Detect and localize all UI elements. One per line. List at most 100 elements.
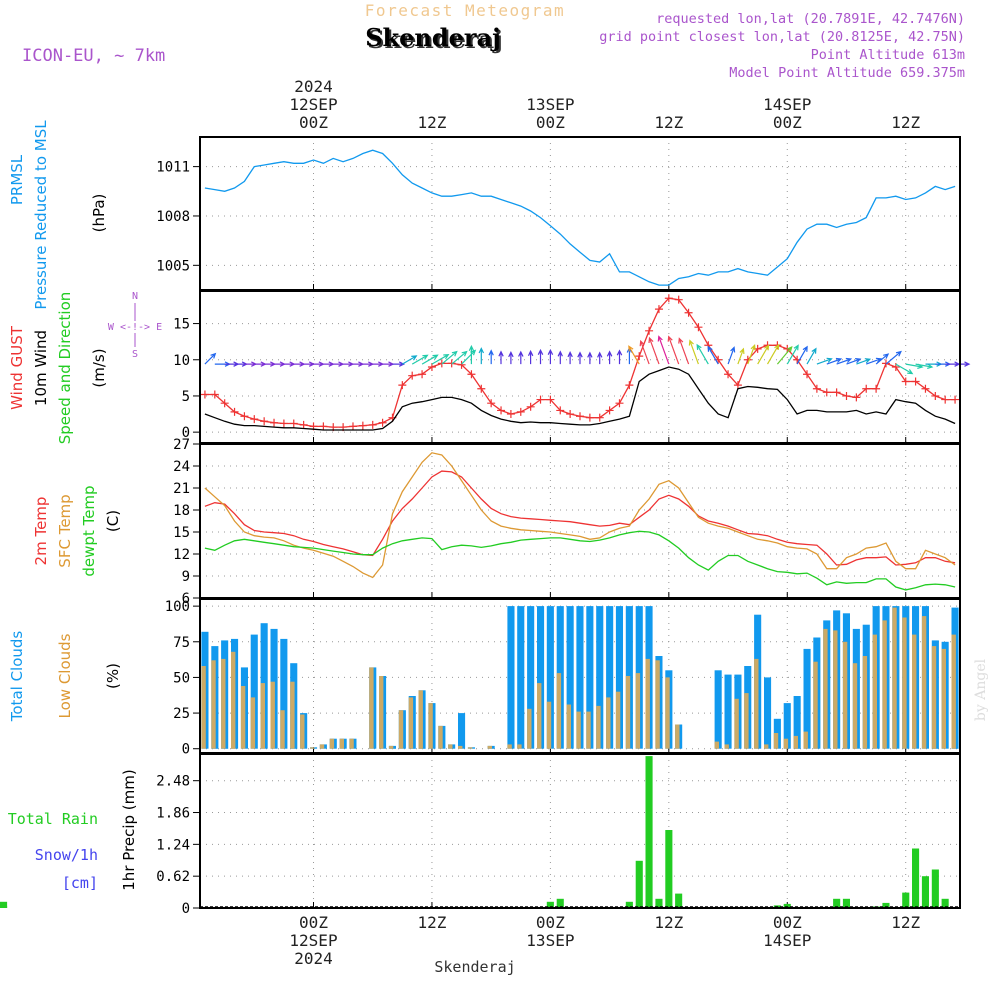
pressure-panel: 1005 1008 1011 bbox=[156, 136, 961, 291]
total-cloud-bar bbox=[714, 670, 722, 749]
y-tick-label: 0 bbox=[182, 425, 190, 441]
series-line-dewpt-temp bbox=[204, 530, 956, 591]
low-clouds-label: Low Clouds bbox=[56, 633, 74, 718]
series-line-sfc-temp bbox=[204, 452, 956, 579]
bottom-axis-label: 00Z bbox=[536, 913, 565, 932]
gust-marker bbox=[368, 420, 377, 429]
gust-marker bbox=[279, 419, 288, 428]
gust-marker bbox=[872, 384, 881, 393]
y-tick-label: 0 bbox=[182, 901, 190, 917]
pressure-desc-label: Pressure Reduced to MSL bbox=[32, 120, 50, 310]
snow-unit-label: [cm] bbox=[62, 874, 98, 892]
gust-marker bbox=[398, 381, 407, 390]
wind-arrow bbox=[508, 351, 514, 365]
bottom-axis-label: 13SEP bbox=[526, 931, 574, 950]
total-cloud-bar bbox=[566, 606, 574, 749]
y-tick-label: 9 bbox=[182, 569, 190, 585]
top-axis-label: 13SEP bbox=[526, 95, 574, 114]
gust-marker bbox=[240, 412, 249, 421]
bottom-axis-label: 00Z bbox=[773, 913, 802, 932]
low-cloud-bar bbox=[517, 744, 522, 749]
rain-bar bbox=[675, 893, 683, 908]
low-cloud-bar bbox=[231, 651, 236, 749]
low-cloud-bar bbox=[625, 676, 631, 749]
top-axis-label: 00Z bbox=[299, 113, 328, 132]
wind-arrow bbox=[498, 350, 504, 365]
gust-marker bbox=[852, 393, 861, 402]
wind-label: 10m Wind bbox=[32, 330, 50, 406]
low-cloud-bar bbox=[300, 714, 305, 749]
rain-bar bbox=[882, 902, 890, 908]
low-cloud-bar bbox=[201, 666, 206, 749]
y-tick-label: 15 bbox=[173, 525, 190, 541]
gust-marker bbox=[477, 384, 486, 393]
total-cloud-bar bbox=[793, 696, 801, 749]
wind-arrow bbox=[343, 361, 355, 367]
gust-marker bbox=[487, 399, 496, 408]
wind-arrow bbox=[478, 347, 485, 365]
wind-arrow bbox=[283, 361, 296, 367]
series-line-10m-wind bbox=[204, 366, 956, 431]
rain-bar bbox=[645, 756, 653, 908]
low-cloud-bar bbox=[280, 710, 285, 749]
wind-arrow bbox=[431, 354, 450, 365]
gust-marker bbox=[951, 395, 960, 404]
low-cloud-bar bbox=[467, 747, 473, 749]
total-cloud-bar bbox=[458, 713, 466, 749]
total-cloud-bar bbox=[280, 638, 288, 749]
y-tick-label: 0 bbox=[182, 742, 190, 758]
y-tick-label: 1008 bbox=[156, 209, 190, 225]
rain-bar bbox=[833, 898, 841, 908]
wind-arrow bbox=[747, 344, 756, 365]
low-cloud-bar bbox=[448, 744, 453, 749]
low-cloud-bar bbox=[260, 683, 265, 749]
low-cloud-bar bbox=[379, 676, 384, 749]
y-tick-label: 5 bbox=[182, 389, 190, 405]
wind-arrow bbox=[303, 361, 316, 367]
low-cloud-bar bbox=[211, 660, 216, 749]
wind-arrow bbox=[648, 336, 660, 365]
wind-arrow bbox=[816, 357, 833, 365]
requested-point: requested lon,lat (20.7891E, 42.7476N) bbox=[656, 11, 965, 27]
wind-arrow bbox=[421, 354, 439, 365]
pressure-unit: (hPa) bbox=[90, 194, 108, 233]
wind-arrow bbox=[776, 346, 793, 365]
series-line-2m-temp bbox=[204, 470, 956, 566]
wind-arrow bbox=[362, 361, 375, 367]
low-cloud-bar bbox=[586, 711, 591, 749]
low-cloud-bar bbox=[606, 697, 611, 749]
wind-arrow bbox=[254, 361, 267, 367]
wind-arrow bbox=[688, 339, 699, 365]
low-cloud-bar bbox=[458, 745, 463, 749]
point-altitude: Point Altitude 613m bbox=[811, 47, 965, 63]
total-cloud-bar bbox=[250, 634, 258, 749]
gust-marker bbox=[526, 402, 535, 411]
rain-bar bbox=[635, 860, 643, 908]
panel-frame bbox=[199, 753, 961, 909]
low-cloud-bar bbox=[596, 705, 601, 749]
pressure-label: PRMSL bbox=[8, 154, 26, 205]
total-cloud-bar bbox=[527, 606, 535, 749]
bottom-axis-label: 14SEP bbox=[763, 931, 811, 950]
wind-arrow bbox=[836, 357, 853, 365]
low-cloud-bar bbox=[438, 725, 443, 749]
top-axis-label: 12Z bbox=[417, 113, 446, 132]
total-cloud-bar bbox=[537, 606, 545, 749]
wind-arrow bbox=[856, 358, 872, 365]
wind-arrow bbox=[382, 361, 395, 367]
precip-unit: 1hr Precip (mm) bbox=[120, 769, 138, 890]
top-axis-label: 14SEP bbox=[763, 95, 811, 114]
low-cloud-bar bbox=[734, 698, 739, 749]
wind-arrow bbox=[915, 363, 934, 369]
gust-marker bbox=[556, 406, 565, 415]
wind-arrow bbox=[678, 337, 690, 365]
panel-frame bbox=[199, 443, 961, 599]
gust-marker bbox=[289, 419, 298, 428]
wind-arrow bbox=[707, 345, 719, 365]
gust-marker bbox=[566, 410, 575, 419]
total-cloud-bar bbox=[546, 606, 554, 749]
low-cloud-bar bbox=[310, 747, 315, 749]
temp-unit: (C) bbox=[104, 510, 122, 532]
rain-bar bbox=[0, 901, 8, 908]
